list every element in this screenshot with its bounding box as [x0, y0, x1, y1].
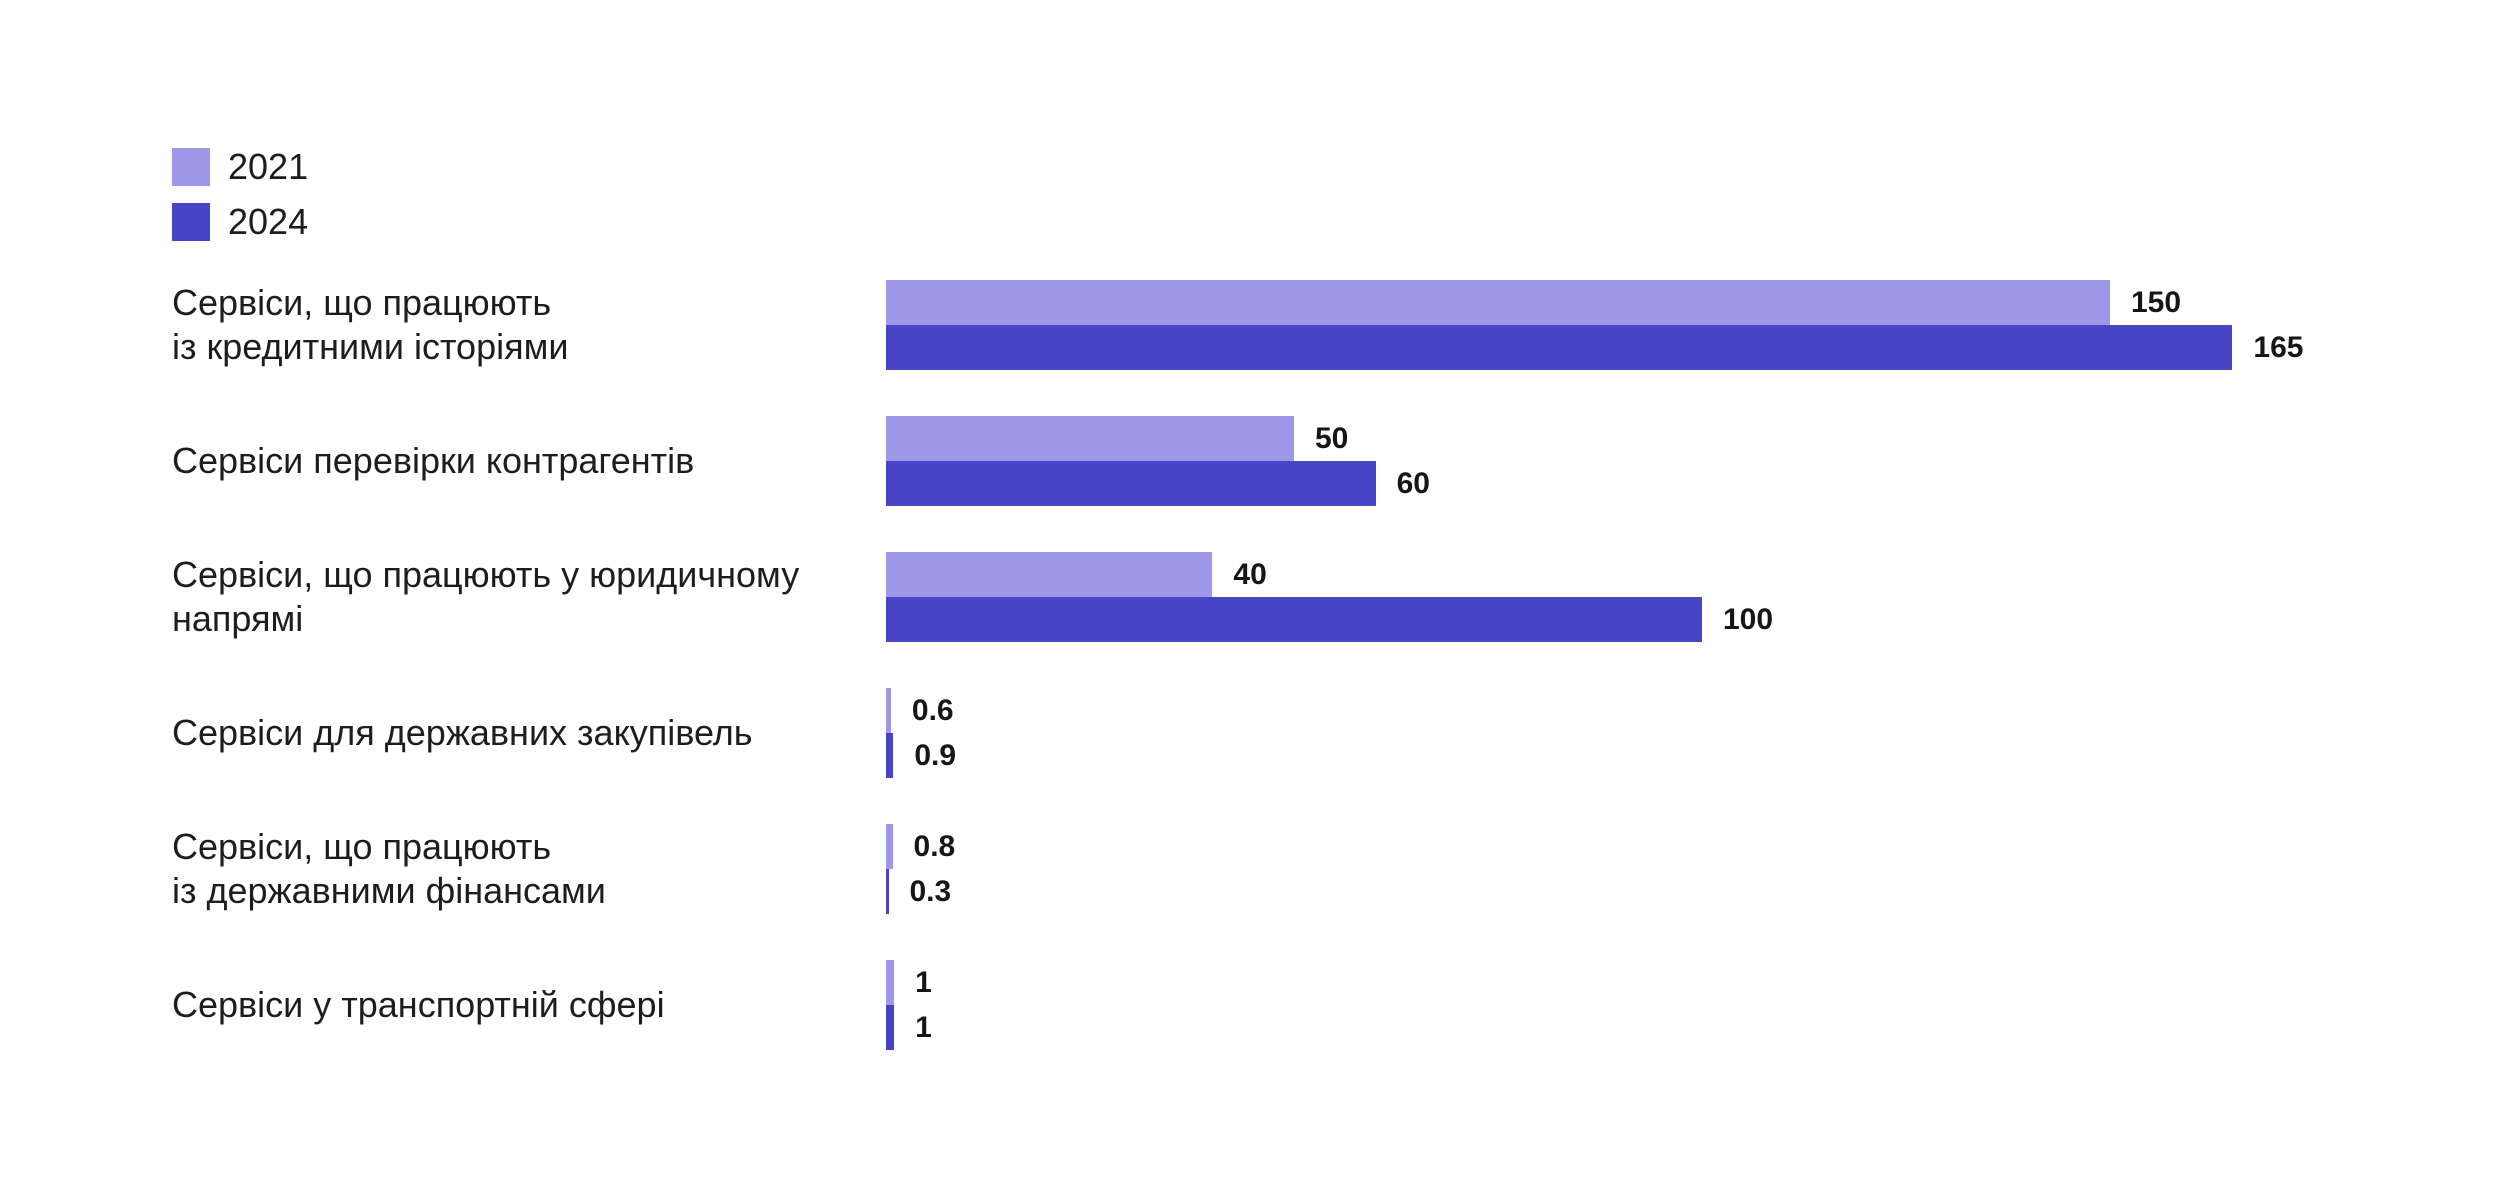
bar-line-2021: 0.8	[886, 824, 955, 869]
category-label-line: із державними фінансами	[172, 870, 606, 911]
bar-value-2024: 100	[1723, 602, 1774, 636]
bar-line-2024: 1	[886, 1005, 932, 1050]
legend-item-2021: 2021	[172, 148, 308, 186]
category-label-line: Сервіси у транспортній сфері	[172, 984, 665, 1025]
category-label-line: Сервіси перевірки контрагентів	[172, 440, 695, 481]
bar-2021	[886, 552, 1213, 597]
legend-item-2024: 2024	[172, 203, 308, 241]
bar-value-2021: 1	[915, 965, 932, 999]
bar-line-2021: 40	[886, 552, 1773, 597]
bar-2024	[886, 461, 1376, 506]
bar-value-2024: 165	[2253, 330, 2304, 364]
bar-value-2024: 1	[915, 1010, 932, 1044]
category-label: Сервіси у транспортній сфері	[172, 960, 832, 1050]
bar-2021	[886, 416, 1294, 461]
category-label: Сервіси, що працюють із державними фінанс…	[172, 824, 832, 914]
legend-swatch-2024-icon	[172, 203, 210, 241]
category-label-line: Сервіси для державних закупівель	[172, 712, 753, 753]
bar-value-2021: 0.6	[911, 693, 954, 727]
category-row: Сервіси для державних закупівель 0.6 0.9	[0, 688, 2501, 778]
bar-line-2024: 0.9	[886, 733, 956, 778]
category-bars: 50 60	[886, 416, 1430, 506]
bar-2021	[886, 280, 2110, 325]
bar-2024	[886, 597, 1702, 642]
category-bars: 1 1	[886, 960, 932, 1050]
bar-line-2021: 50	[886, 416, 1430, 461]
bar-line-2021: 0.6	[886, 688, 956, 733]
category-row: Сервіси, що працюють із кредитними історі…	[0, 280, 2501, 370]
legend-swatch-2021-icon	[172, 148, 210, 186]
category-row: Сервіси перевірки контрагентів 50 60	[0, 416, 2501, 506]
category-label: Сервіси для державних закупівель	[172, 688, 832, 778]
category-bars: 0.8 0.3	[886, 824, 955, 914]
bar-2024	[886, 325, 2233, 370]
legend-label-2024: 2024	[228, 201, 309, 242]
bar-2021	[886, 688, 891, 733]
bar-value-2021: 150	[2131, 285, 2182, 319]
bar-value-2024: 60	[1396, 466, 1430, 500]
legend-label-2021: 2021	[228, 146, 309, 187]
category-label-line: Сервіси, що працюють у юридичному	[172, 554, 800, 595]
bar-line-2024: 0.3	[886, 869, 955, 914]
chart-legend: 2021 2024	[172, 148, 308, 241]
bar-2024	[886, 869, 889, 914]
bar-line-2024: 60	[886, 461, 1430, 506]
category-label: Сервіси перевірки контрагентів	[172, 416, 832, 506]
bar-value-2021: 40	[1233, 557, 1267, 591]
category-label: Сервіси, що працюють у юридичному напрямі	[172, 552, 832, 642]
category-bars: 0.6 0.9	[886, 688, 956, 778]
category-row: Сервіси у транспортній сфері 1 1	[0, 960, 2501, 1050]
bar-value-2021: 0.8	[913, 829, 956, 863]
bar-2024	[886, 1005, 895, 1050]
bar-line-2024: 100	[886, 597, 1773, 642]
bar-line-2021: 150	[886, 280, 2303, 325]
category-label-line: із кредитними історіями	[172, 326, 569, 367]
category-label: Сервіси, що працюють із кредитними історі…	[172, 280, 832, 370]
category-label-line: Сервіси, що працюють	[172, 282, 552, 323]
category-label-line: Сервіси, що працюють	[172, 826, 552, 867]
bar-line-2021: 1	[886, 960, 932, 1005]
bar-2024	[886, 733, 894, 778]
bar-value-2024: 0.9	[914, 738, 957, 772]
bar-line-2024: 165	[886, 325, 2303, 370]
category-bars: 150 165	[886, 280, 2303, 370]
bar-2021	[886, 960, 895, 1005]
category-bars: 40 100	[886, 552, 1773, 642]
bar-value-2024: 0.3	[909, 874, 952, 908]
bar-2021	[886, 824, 893, 869]
category-row: Сервіси, що працюють у юридичному напрямі…	[0, 552, 2501, 642]
bar-value-2021: 50	[1315, 421, 1349, 455]
category-label-line: напрямі	[172, 598, 304, 639]
category-row: Сервіси, що працюють із державними фінанс…	[0, 824, 2501, 914]
